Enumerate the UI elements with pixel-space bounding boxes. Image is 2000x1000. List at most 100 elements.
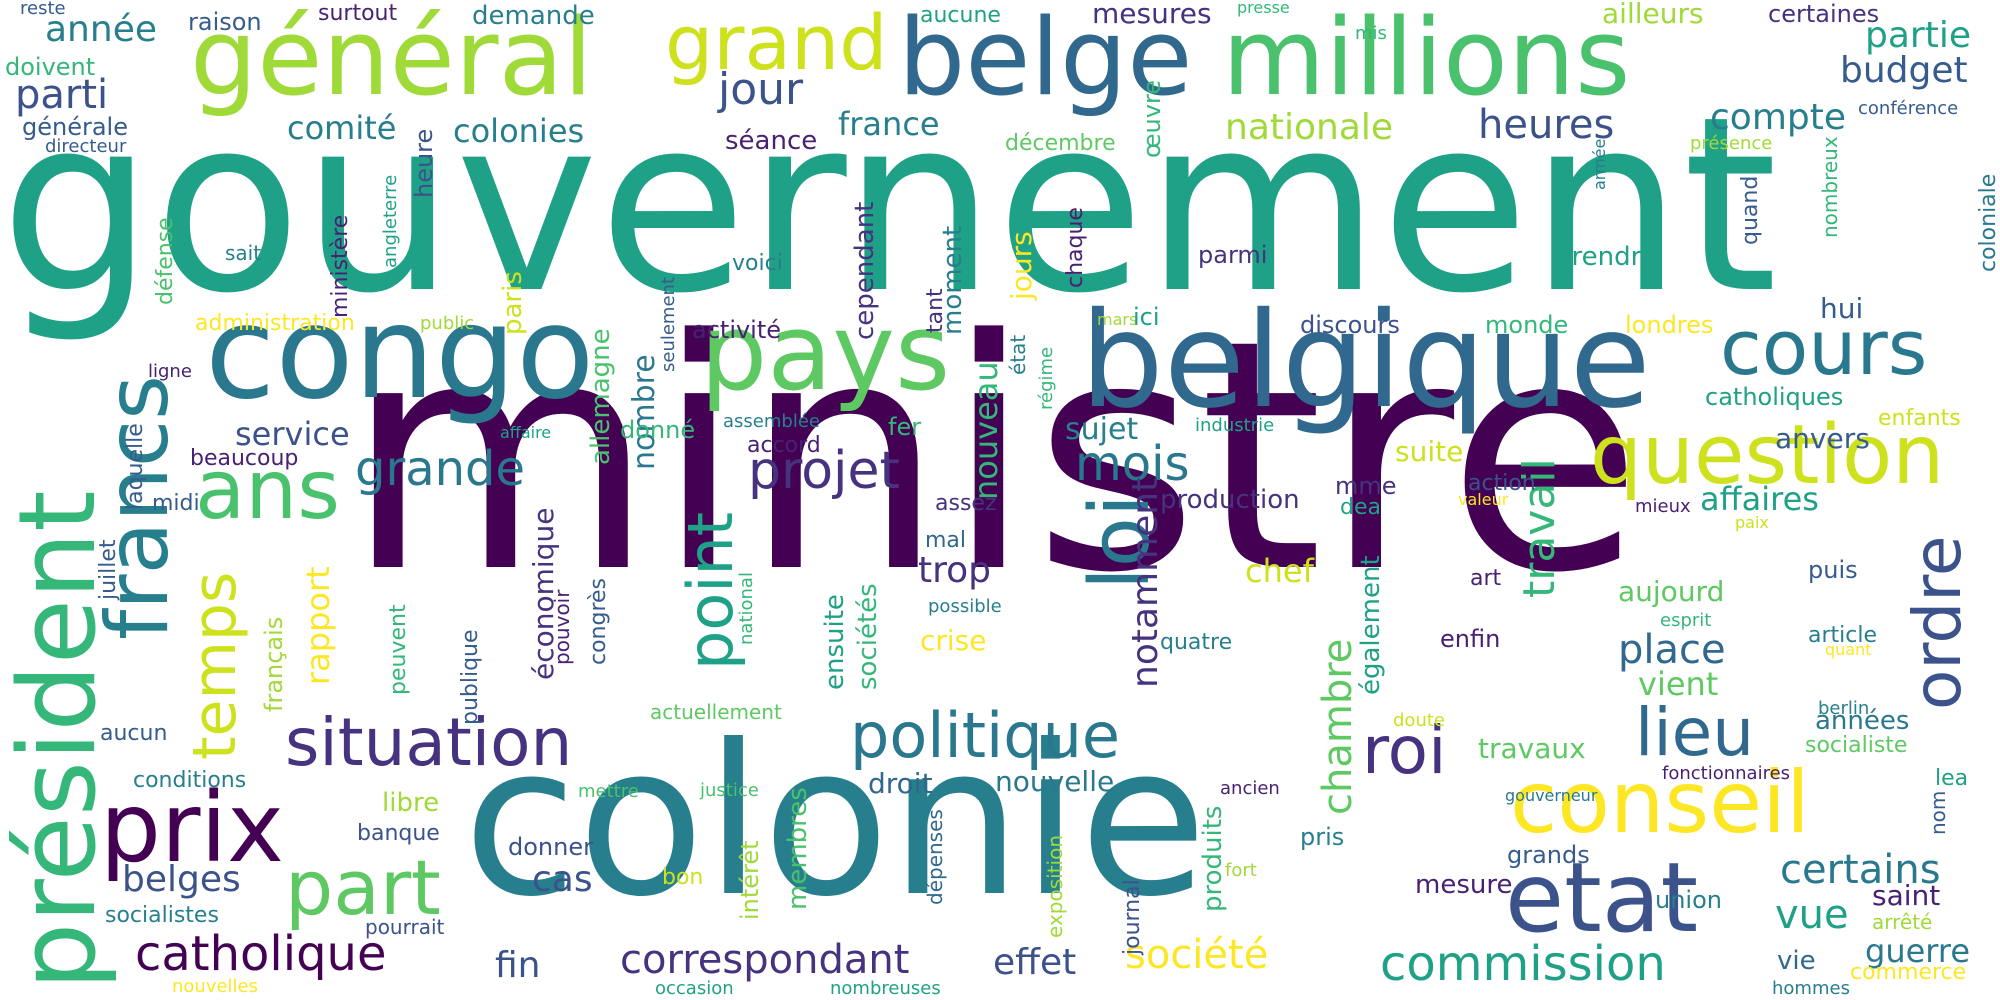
word-gouvernement: gouvernement — [0, 65, 1778, 347]
word-publique: publique — [458, 629, 483, 725]
word-paix: paix — [1735, 513, 1769, 532]
word-aujourd: aujourd — [1618, 575, 1725, 608]
word-mal: mal — [925, 528, 967, 553]
word-commission: commission — [1380, 936, 1666, 992]
word-seance: séance — [725, 126, 818, 156]
word-comite: comité — [287, 109, 397, 147]
word-sait: sait — [225, 241, 262, 265]
word-ans: ans — [195, 443, 340, 538]
word-congo: congo — [205, 279, 595, 428]
word-chambre: chambre — [1315, 638, 1361, 815]
word-seulement: seulement — [658, 276, 679, 372]
word-heure: heure — [410, 128, 438, 198]
word-affaire: affaire — [500, 423, 552, 442]
word-valeur: valeur — [1458, 490, 1509, 509]
word-reste: reste — [20, 0, 66, 19]
word-cours: cours — [1720, 303, 1928, 392]
word-suite: suite — [1395, 435, 1464, 468]
word-midi: midi — [152, 491, 200, 516]
word-defense: défense — [153, 217, 178, 305]
word-temps: temps — [180, 571, 250, 760]
word-nombreuses: nombreuses — [830, 978, 941, 999]
word-aucun: aucun — [100, 721, 168, 746]
word-occasion: occasion — [655, 978, 734, 999]
word-juillet: juillet — [96, 539, 121, 600]
word-exposition: exposition — [1043, 834, 1067, 938]
word-ligne: ligne — [148, 361, 192, 382]
word-socialiste: socialiste — [1805, 733, 1908, 758]
word-ordre: ordre — [1899, 535, 1976, 710]
word-nombre: nombre — [627, 354, 662, 470]
word-socialistes: socialistes — [105, 903, 219, 928]
word-affaires: affaires — [1700, 480, 1819, 518]
word-parmi: parmi — [1198, 241, 1268, 269]
word-part: part — [285, 843, 441, 932]
word-congres: congrès — [586, 577, 611, 665]
word-assemblee: assemblée — [723, 411, 820, 432]
word-doivent: doivent — [5, 53, 96, 81]
word-mesure: mesure — [1415, 870, 1513, 900]
word-general: général — [190, 0, 593, 119]
word-mois: mois — [1075, 436, 1190, 492]
word-nouveau: nouveau — [967, 361, 1005, 500]
word-peuvent: peuvent — [386, 604, 411, 695]
word-accord: accord — [747, 433, 821, 458]
word-fin: fin — [495, 945, 541, 986]
word-fer: fer — [888, 413, 922, 441]
word-pouvoir: pouvoir — [550, 589, 574, 665]
word-nombreux: nombreux — [1818, 136, 1842, 238]
word-paris: paris — [498, 271, 528, 335]
word-quant: quant — [1825, 640, 1872, 659]
word-catholique: catholique — [135, 926, 387, 982]
word-angleterre: angleterre — [380, 174, 401, 268]
word-ministere: ministère — [328, 214, 353, 318]
word-raison: raison — [188, 8, 262, 36]
word-cependant: cependant — [850, 201, 880, 340]
word-crise: crise — [920, 624, 987, 657]
word-quand: quand — [1738, 175, 1763, 245]
word-commerce: commerce — [1850, 960, 1967, 985]
word-colonie: colonie — [463, 701, 1208, 943]
word-surtout: surtout — [318, 1, 398, 26]
word-mesures: mesures — [1092, 0, 1212, 30]
word-justice: justice — [700, 780, 759, 801]
word-point: point — [674, 511, 747, 670]
word-sujet: sujet — [1065, 412, 1139, 447]
word-dea: dea — [1340, 495, 1381, 520]
word-societe: société — [1125, 932, 1269, 978]
word-etat: etat — [1505, 842, 1699, 954]
word-pays: pays — [700, 291, 951, 414]
word-vue: vue — [1775, 892, 1849, 938]
word-londres: londres — [1625, 311, 1714, 339]
word-administration: administration — [195, 311, 355, 336]
word-grands: grands — [1507, 841, 1590, 869]
word-interet: intérêt — [736, 840, 764, 920]
word-budget: budget — [1840, 50, 1968, 91]
word-berlin: berlin — [1818, 698, 1870, 719]
word-egalement: également — [1356, 555, 1386, 695]
word-enfants: enfants — [1878, 406, 1961, 431]
word-conseil: conseil — [1510, 753, 1810, 853]
word-generale: générale — [22, 113, 128, 141]
word-roi: roi — [1362, 712, 1447, 789]
word-enfin: enfin — [1440, 625, 1501, 653]
word-esprit: esprit — [1660, 610, 1712, 631]
word-nationale: nationale — [1225, 107, 1394, 148]
word-industrie: industrie — [1195, 415, 1275, 436]
word-societes: sociétés — [853, 583, 883, 690]
word-belges: belges — [122, 859, 241, 900]
word-membres: membres — [783, 787, 813, 910]
word-ministre: ministre — [345, 272, 1643, 642]
word-arrete: arrêté — [1872, 910, 1933, 934]
word-francais: français — [260, 616, 288, 712]
word-vient: vient — [1638, 665, 1719, 703]
word-public: public — [420, 313, 475, 334]
word-hui: hui — [1820, 292, 1864, 325]
word-voici: voici — [732, 251, 783, 276]
word-possible: possible — [928, 596, 1002, 617]
word-chef: chef — [1245, 552, 1314, 590]
word-nom: nom — [1926, 790, 1950, 835]
word-prix: prix — [100, 772, 284, 884]
word-regime: régime — [1036, 346, 1057, 410]
word-grande: grande — [355, 441, 526, 497]
